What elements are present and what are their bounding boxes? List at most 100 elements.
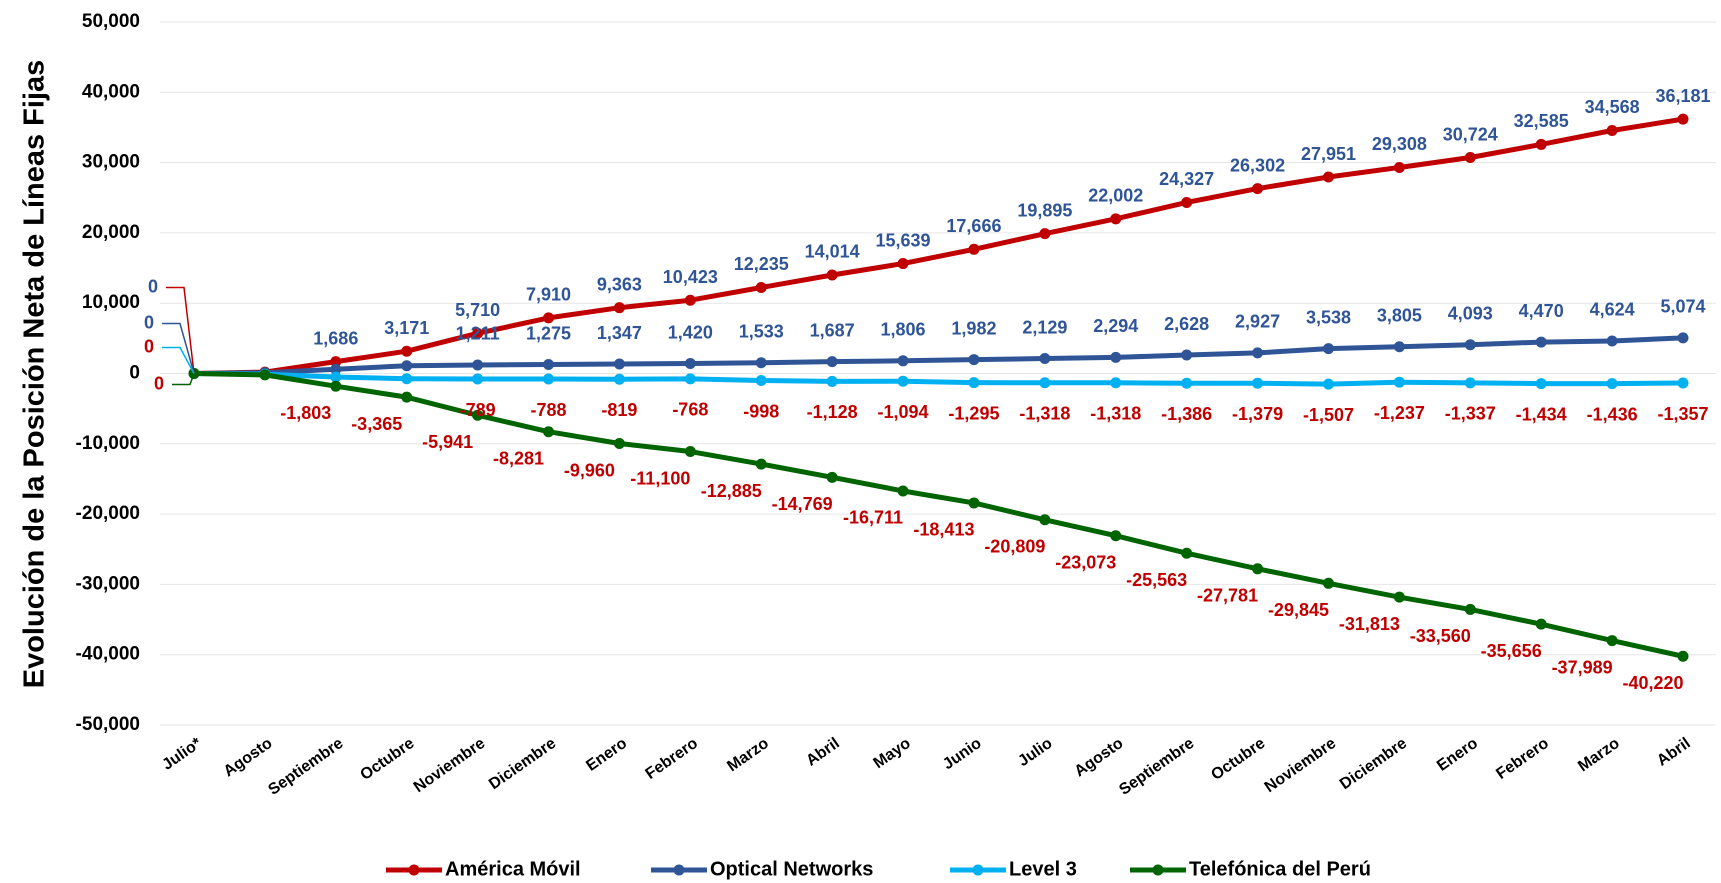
point	[1464, 339, 1476, 351]
data-label: -11,100	[630, 468, 690, 488]
point	[543, 373, 555, 385]
data-label: -18,413	[913, 520, 974, 540]
point	[968, 243, 980, 255]
y-tick-label: 40,000	[82, 81, 140, 102]
point	[1039, 377, 1051, 389]
point	[472, 327, 484, 339]
point	[968, 354, 980, 366]
point	[1393, 161, 1405, 173]
data-label: 1,686	[313, 328, 358, 348]
data-label: 9,363	[597, 274, 642, 294]
data-label: 5,074	[1660, 297, 1705, 317]
point	[330, 356, 342, 368]
data-label: 24,327	[1159, 169, 1214, 189]
point	[613, 358, 625, 370]
point	[1110, 351, 1122, 363]
data-label: -27,781	[1197, 586, 1258, 606]
point	[259, 369, 271, 381]
leader-line	[162, 346, 195, 374]
data-label: -3,365	[351, 414, 402, 434]
y-tick-label: 50,000	[82, 11, 140, 32]
data-label: 5,710	[455, 300, 500, 320]
point	[1110, 213, 1122, 225]
series-line	[193, 116, 1684, 376]
data-label: -789	[460, 400, 496, 420]
x-tick-label: Mayo	[871, 735, 914, 773]
point	[1606, 635, 1618, 647]
x-tick-label: Marzo	[724, 735, 772, 776]
y-tick-label: -30,000	[76, 573, 140, 594]
x-tick-label: Septiembre	[265, 735, 346, 799]
data-label: -1,295	[948, 403, 999, 423]
point	[755, 458, 767, 470]
data-label: -1,337	[1445, 404, 1496, 424]
data-label: 0	[154, 373, 164, 393]
point	[1322, 577, 1334, 589]
point	[897, 258, 909, 270]
data-label: 2,129	[1022, 317, 1067, 337]
data-label: 4,093	[1448, 303, 1493, 323]
point	[1039, 514, 1051, 526]
data-label: 30,724	[1443, 124, 1498, 144]
data-label: -5,941	[422, 432, 473, 452]
data-label: -1,318	[1090, 404, 1141, 424]
point	[826, 356, 838, 368]
data-label: 26,302	[1230, 155, 1285, 175]
point	[1535, 336, 1547, 348]
data-label: -1,803	[280, 403, 331, 423]
data-label: -1,094	[878, 402, 929, 422]
point	[897, 355, 909, 367]
y-axis-label: Evolución de la Posición Neta de Líneas …	[19, 60, 51, 689]
point	[330, 371, 342, 383]
data-label: -768	[672, 400, 708, 420]
series-line	[193, 371, 1684, 659]
point	[1677, 650, 1689, 662]
point	[613, 302, 625, 314]
point	[1322, 378, 1334, 390]
data-label: 10,423	[663, 267, 718, 287]
point	[472, 373, 484, 385]
point	[1252, 347, 1264, 359]
data-label: 27,951	[1301, 144, 1356, 164]
data-label: 32,585	[1514, 111, 1569, 131]
point	[1535, 618, 1547, 630]
point	[755, 281, 767, 293]
x-tick-label: Agosto	[1072, 735, 1127, 781]
point	[401, 391, 413, 403]
data-label: -1,507	[1303, 405, 1354, 425]
legend-label: Level 3	[1009, 858, 1077, 880]
data-label: -12,885	[701, 481, 762, 501]
data-label: -23,073	[1055, 552, 1116, 572]
data-label: 36,181	[1655, 86, 1710, 106]
point	[1606, 378, 1618, 390]
y-tick-label: -20,000	[76, 503, 140, 524]
legend-label: Telefónica del Perú	[1189, 858, 1371, 880]
data-label: -1,379	[1232, 404, 1283, 424]
point	[1677, 113, 1689, 125]
point	[1677, 377, 1689, 389]
point	[1322, 171, 1334, 183]
point	[1464, 603, 1476, 615]
data-label: 2,927	[1235, 312, 1280, 332]
data-label: 0	[144, 312, 154, 332]
data-label: 17,666	[946, 216, 1001, 236]
point	[1606, 335, 1618, 347]
point	[897, 375, 909, 387]
leader-line	[166, 286, 195, 374]
point	[968, 377, 980, 389]
point	[1039, 228, 1051, 240]
point	[1393, 341, 1405, 353]
data-label: 0	[144, 336, 154, 356]
data-label: 4,624	[1590, 300, 1635, 320]
data-label: -1,434	[1516, 404, 1567, 424]
data-label: -1,318	[1019, 404, 1070, 424]
point	[1252, 377, 1264, 389]
x-tick-label: Septiembre	[1116, 735, 1197, 799]
data-label: 19,895	[1017, 200, 1072, 220]
data-label: -1,386	[1161, 404, 1212, 424]
data-label: 4,470	[1519, 301, 1564, 321]
data-label: -35,656	[1481, 641, 1542, 661]
point	[897, 485, 909, 497]
point	[826, 269, 838, 281]
data-label: -1,128	[807, 402, 858, 422]
